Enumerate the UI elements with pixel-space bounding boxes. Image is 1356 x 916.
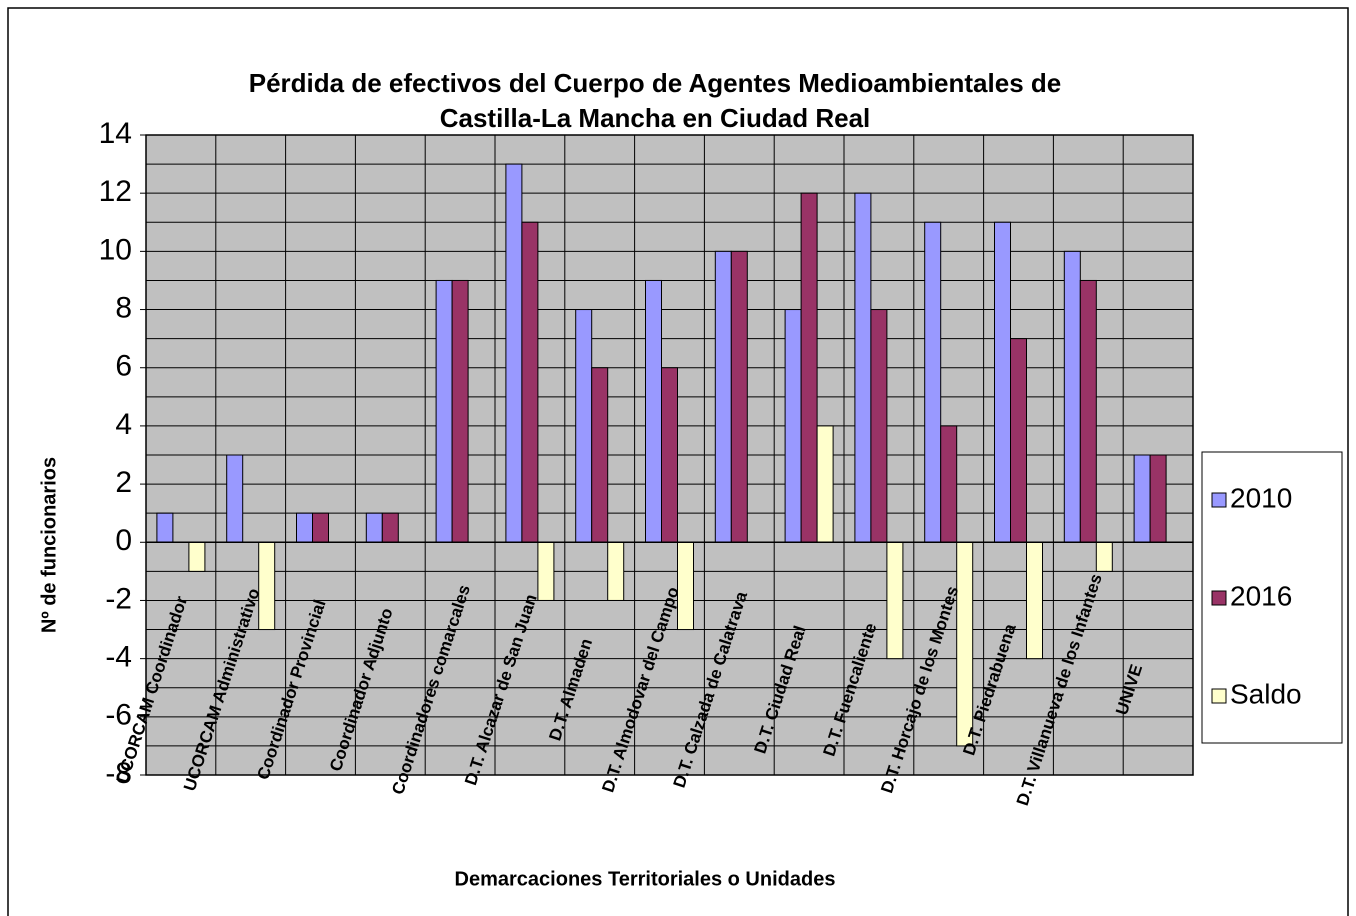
bar bbox=[505, 163, 523, 543]
bar bbox=[1079, 279, 1097, 543]
bar bbox=[870, 309, 888, 543]
y-tick-label: 6 bbox=[115, 350, 132, 383]
x-axis-title: Demarcaciones Territoriales o Unidades bbox=[455, 868, 836, 890]
bar bbox=[156, 512, 174, 543]
bar bbox=[607, 541, 625, 601]
y-tick-label: 4 bbox=[115, 408, 132, 441]
bar bbox=[677, 541, 694, 631]
bar bbox=[661, 367, 678, 543]
y-tick-label: 12 bbox=[99, 175, 132, 208]
bar bbox=[800, 192, 818, 543]
bar bbox=[365, 512, 383, 543]
legend-label: Saldo bbox=[1230, 678, 1302, 709]
bar bbox=[188, 541, 206, 572]
bar bbox=[1026, 541, 1043, 660]
bar bbox=[854, 192, 872, 543]
y-tick-label: 10 bbox=[99, 233, 132, 266]
bar bbox=[940, 425, 958, 543]
y-tick-label: -8 bbox=[105, 757, 132, 790]
bar bbox=[645, 279, 662, 543]
bar bbox=[435, 279, 453, 543]
y-axis-title: Nº de funcionarios bbox=[38, 457, 60, 633]
bar bbox=[714, 250, 732, 543]
y-tick-label: 0 bbox=[115, 524, 132, 557]
bar bbox=[381, 512, 399, 543]
y-tick-label: 8 bbox=[115, 291, 132, 324]
bar bbox=[226, 454, 244, 543]
y-tick-label: -6 bbox=[105, 699, 132, 732]
bar bbox=[924, 221, 942, 543]
bar bbox=[1133, 454, 1151, 543]
chart-title: Pérdida de efectivos del Cuerpo de Agent… bbox=[249, 68, 1061, 98]
bar bbox=[886, 541, 904, 660]
y-tick-label: 14 bbox=[99, 117, 132, 150]
bar bbox=[1063, 250, 1081, 543]
legend-label: 2010 bbox=[1230, 482, 1292, 513]
bar bbox=[1095, 541, 1113, 572]
chart-title: Castilla-La Mancha en Ciudad Real bbox=[440, 103, 871, 133]
bar bbox=[258, 541, 276, 631]
legend-swatch bbox=[1211, 590, 1227, 606]
bar bbox=[816, 425, 834, 543]
bar bbox=[784, 309, 802, 543]
y-tick-label: -4 bbox=[105, 641, 132, 674]
bar bbox=[994, 221, 1011, 543]
y-tick-label: -2 bbox=[105, 582, 132, 615]
legend-swatch bbox=[1211, 688, 1227, 704]
bar bbox=[1149, 454, 1167, 543]
bar bbox=[451, 279, 469, 543]
bar bbox=[537, 541, 555, 601]
bar bbox=[591, 367, 609, 543]
legend-swatch bbox=[1211, 492, 1227, 508]
bar bbox=[1010, 338, 1027, 543]
bar bbox=[575, 309, 593, 543]
bar bbox=[730, 250, 748, 543]
plot-border bbox=[145, 134, 1194, 776]
y-tick-label: 2 bbox=[115, 466, 132, 499]
bar bbox=[521, 221, 539, 543]
legend-label: 2016 bbox=[1230, 580, 1292, 611]
bar bbox=[312, 512, 329, 543]
bar bbox=[296, 512, 313, 543]
